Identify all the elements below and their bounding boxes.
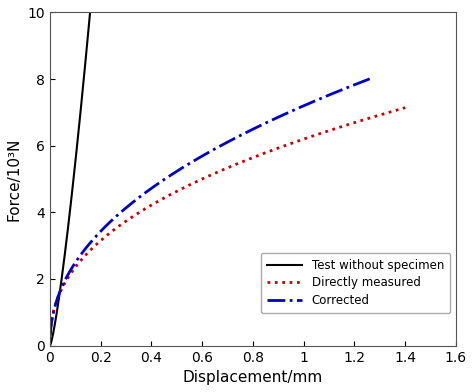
Corrected xyxy=(236,134,241,139)
Line: Corrected: Corrected xyxy=(50,79,370,336)
Y-axis label: Force/10³N: Force/10³N xyxy=(7,137,22,221)
Directly measured xyxy=(139,209,145,213)
Test without specimen xyxy=(77,113,83,118)
Test without specimen xyxy=(47,343,53,348)
Corrected xyxy=(192,158,198,163)
Line: Directly measured: Directly measured xyxy=(50,108,405,334)
Directly measured xyxy=(110,228,116,233)
Line: Test without specimen: Test without specimen xyxy=(50,13,90,346)
Test without specimen xyxy=(65,225,71,229)
Directly measured xyxy=(47,332,53,337)
Directly measured xyxy=(315,132,320,137)
Directly measured xyxy=(256,153,262,158)
Legend: Test without specimen, Directly measured, Corrected: Test without specimen, Directly measured… xyxy=(261,253,450,313)
Corrected xyxy=(104,223,109,227)
Corrected xyxy=(261,122,266,126)
X-axis label: Displacement/mm: Displacement/mm xyxy=(183,370,323,385)
Corrected xyxy=(129,200,135,205)
Directly measured xyxy=(284,142,290,147)
Corrected xyxy=(367,76,373,81)
Corrected xyxy=(288,109,293,114)
Directly measured xyxy=(208,173,214,178)
Corrected xyxy=(47,333,53,338)
Test without specimen xyxy=(71,176,76,180)
Test without specimen xyxy=(74,146,80,151)
Test without specimen xyxy=(54,308,60,313)
Directly measured xyxy=(402,105,408,110)
Test without specimen xyxy=(87,10,93,15)
Test without specimen xyxy=(57,286,63,291)
